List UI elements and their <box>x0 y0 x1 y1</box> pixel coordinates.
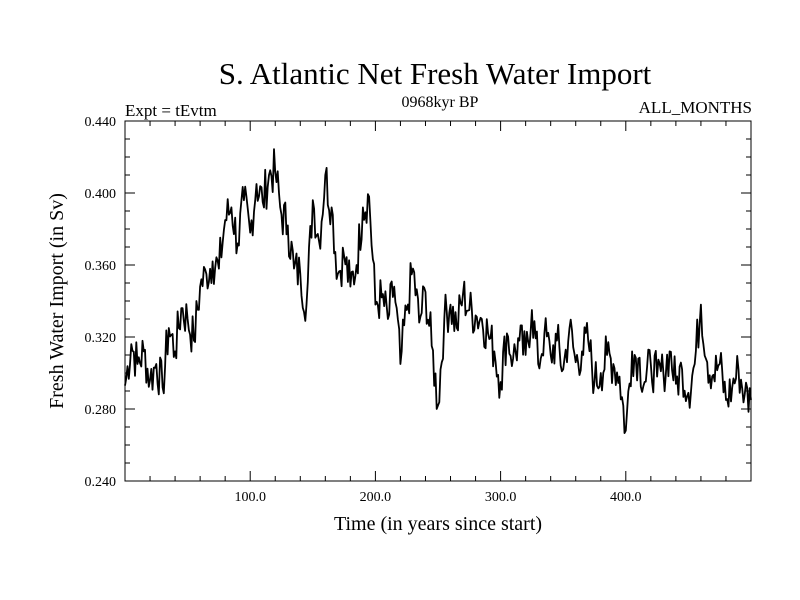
y-tick-label: 0.360 <box>85 259 117 274</box>
y-axis-label: Fresh Water Import (in Sv) <box>46 193 68 409</box>
x-tick-label: 200.0 <box>360 490 392 505</box>
x-axis-label: Time (in years since start) <box>334 513 542 535</box>
months-label: ALL_MONTHS <box>638 98 752 117</box>
x-tick-label: 100.0 <box>234 490 266 505</box>
y-tick-label: 0.400 <box>85 187 117 202</box>
series-line <box>124 148 752 435</box>
y-tick-label: 0.320 <box>85 331 117 346</box>
period-label: 0968kyr BP <box>401 94 479 111</box>
chart-title: S. Atlantic Net Fresh Water Import <box>218 56 652 91</box>
experiment-label: Expt = tEvtm <box>125 101 217 120</box>
y-tick-label: 0.240 <box>85 475 117 490</box>
y-tick-label: 0.440 <box>85 115 117 130</box>
y-tick-label: 0.280 <box>85 403 117 418</box>
x-tick-label: 400.0 <box>610 490 642 505</box>
plot-frame <box>124 120 752 482</box>
x-tick-label: 300.0 <box>485 490 517 505</box>
